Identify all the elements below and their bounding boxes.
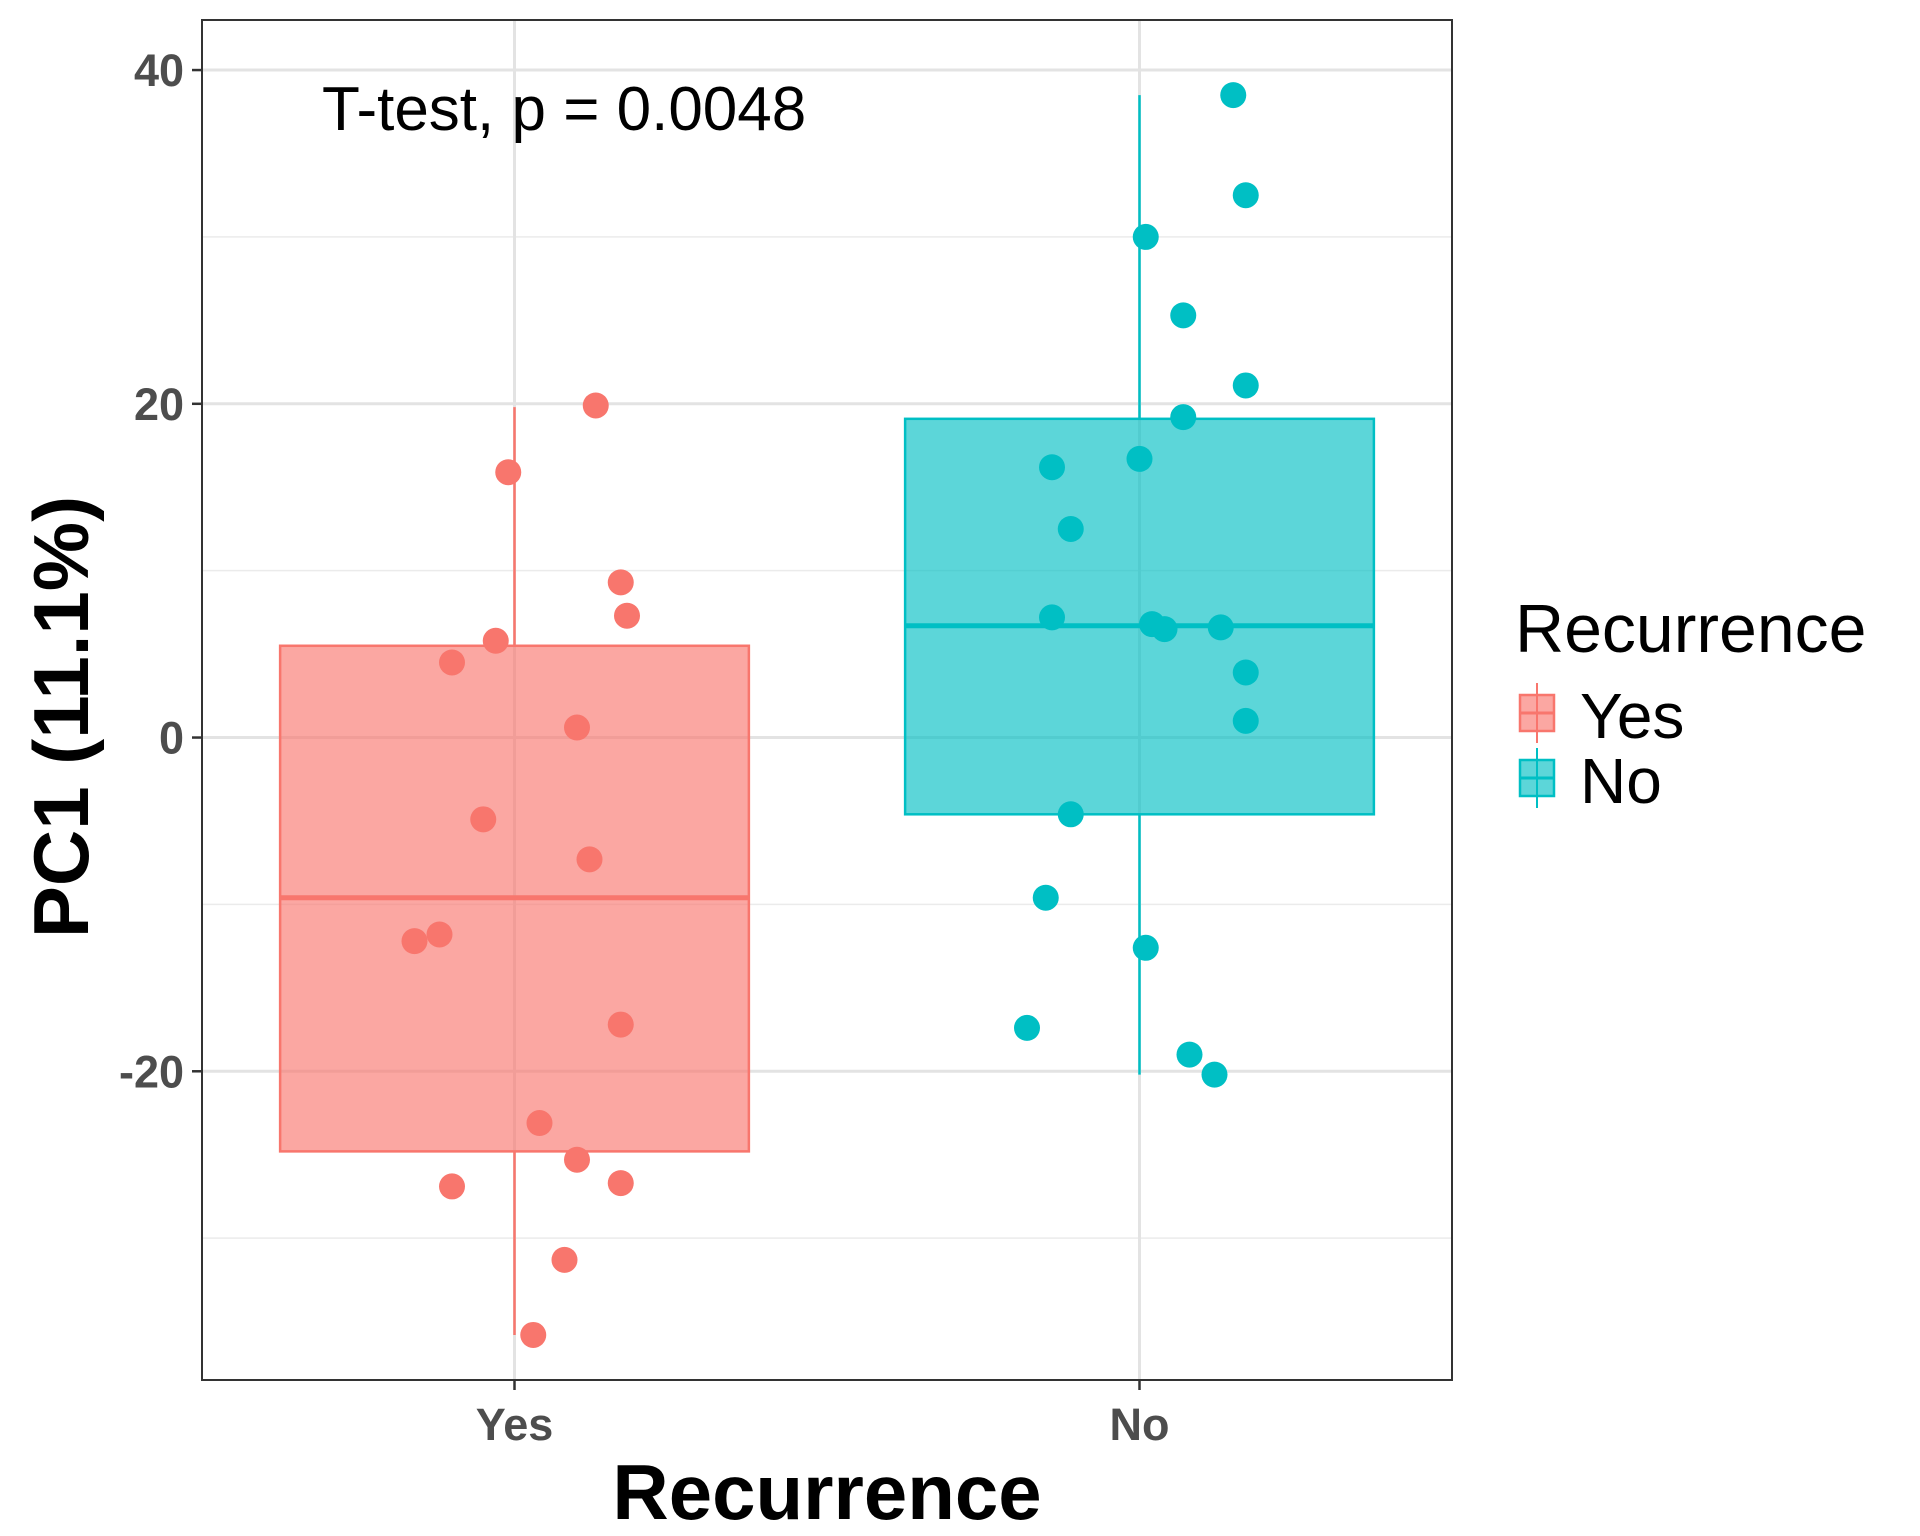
- data-point-yes: [520, 1321, 547, 1348]
- data-point-no: [1232, 707, 1259, 734]
- box-layer: [278, 95, 1376, 1335]
- data-point-no: [1032, 884, 1059, 911]
- y-tick-label: -20: [119, 1046, 184, 1097]
- data-point-yes: [551, 1246, 578, 1273]
- data-point-no: [1057, 801, 1084, 828]
- data-point-yes: [439, 1173, 465, 1200]
- data-point-yes: [401, 928, 428, 955]
- y-tick-label: 40: [134, 45, 184, 96]
- legend-title: Recurrence: [1515, 591, 1867, 667]
- data-point-yes: [582, 392, 609, 419]
- data-point-yes: [495, 459, 522, 486]
- data-point-yes: [470, 806, 497, 833]
- data-point-no: [1207, 614, 1234, 641]
- data-point-no: [1232, 659, 1259, 686]
- data-point-yes: [439, 649, 465, 676]
- legend-label-no: No: [1580, 745, 1662, 817]
- data-point-yes: [576, 846, 603, 873]
- data-point-no: [1014, 1014, 1040, 1041]
- data-point-yes: [564, 1146, 590, 1173]
- data-point-yes: [564, 714, 590, 741]
- data-point-no: [1132, 223, 1159, 250]
- y-tick-label: 20: [134, 379, 184, 430]
- points-layer: [401, 82, 1259, 1348]
- y-axis-title: PC1 (11.1%): [17, 496, 105, 938]
- data-point-no: [1132, 934, 1159, 961]
- y-tick-label: 0: [159, 713, 184, 764]
- data-point-yes: [607, 569, 634, 596]
- data-point-no: [1039, 604, 1065, 631]
- data-point-no: [1201, 1061, 1228, 1088]
- data-point-no: [1170, 302, 1197, 329]
- legend-label-yes: Yes: [1580, 680, 1684, 752]
- data-point-yes: [426, 921, 453, 948]
- data-point-no: [1232, 372, 1259, 399]
- data-point-no: [1057, 515, 1084, 542]
- data-point-no: [1176, 1041, 1203, 1068]
- plot-panel-border: [201, 19, 1453, 1381]
- data-point-no: [1220, 82, 1247, 109]
- legend-keys: [1518, 683, 1556, 808]
- data-point-no: [1039, 454, 1065, 481]
- data-point-no: [1232, 182, 1259, 209]
- data-point-no: [1170, 404, 1197, 431]
- data-point-yes: [614, 602, 640, 629]
- legend: Recurrence Yes No: [1515, 591, 1867, 817]
- x-axis-title: Recurrence: [612, 1448, 1041, 1536]
- data-point-yes: [526, 1110, 553, 1137]
- data-point-yes: [482, 627, 509, 654]
- ttest-annotation: T-test, p = 0.0048: [322, 75, 806, 144]
- x-tick-label: Yes: [476, 1399, 554, 1450]
- data-point-no: [1126, 445, 1153, 472]
- axes-layer: 40 20 0 -20 Yes No: [119, 45, 1170, 1450]
- data-point-yes: [607, 1011, 634, 1038]
- x-tick-label: No: [1110, 1399, 1170, 1450]
- data-point-no: [1151, 616, 1178, 643]
- data-point-yes: [607, 1170, 634, 1197]
- box-no: [903, 417, 1376, 816]
